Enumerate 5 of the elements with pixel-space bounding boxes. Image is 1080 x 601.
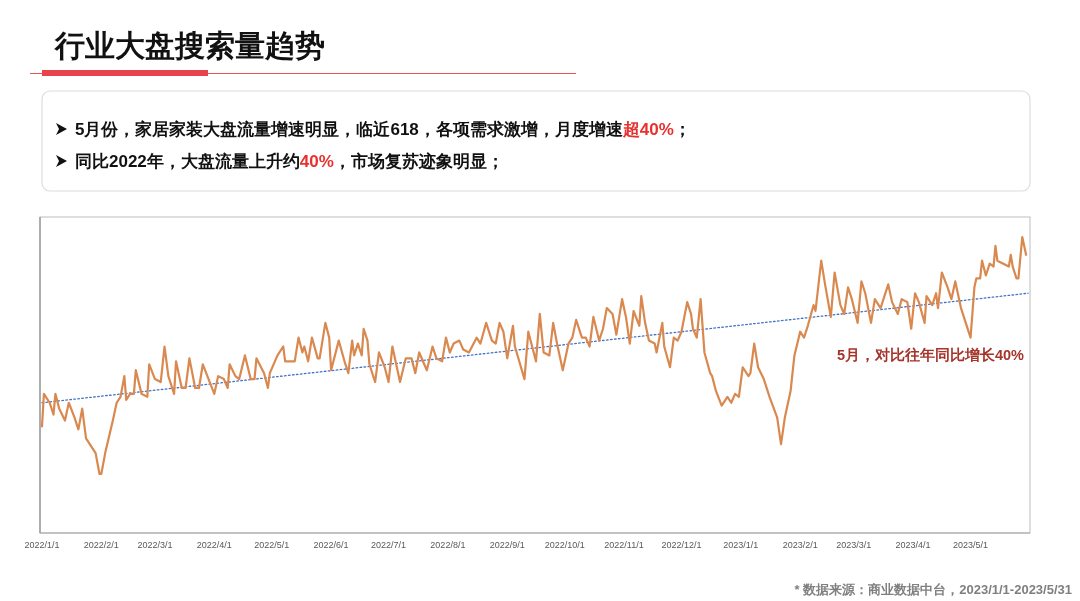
annotation: 5月，对比往年同比增长40% — [836, 347, 1024, 363]
annotation: 同比2022年，大盘流量上升约40%，市场复苏迹象明显； — [75, 152, 504, 171]
annotation: * 数据来源：商业数据中台，2023/1/1-2023/5/31 — [794, 582, 1072, 597]
title: 行业大盘搜索量趋势 — [55, 29, 325, 62]
annotation: 5月份，家居家装大盘流量增速明显，临近618，各项需求激增，月度增速超40%； — [75, 120, 691, 139]
